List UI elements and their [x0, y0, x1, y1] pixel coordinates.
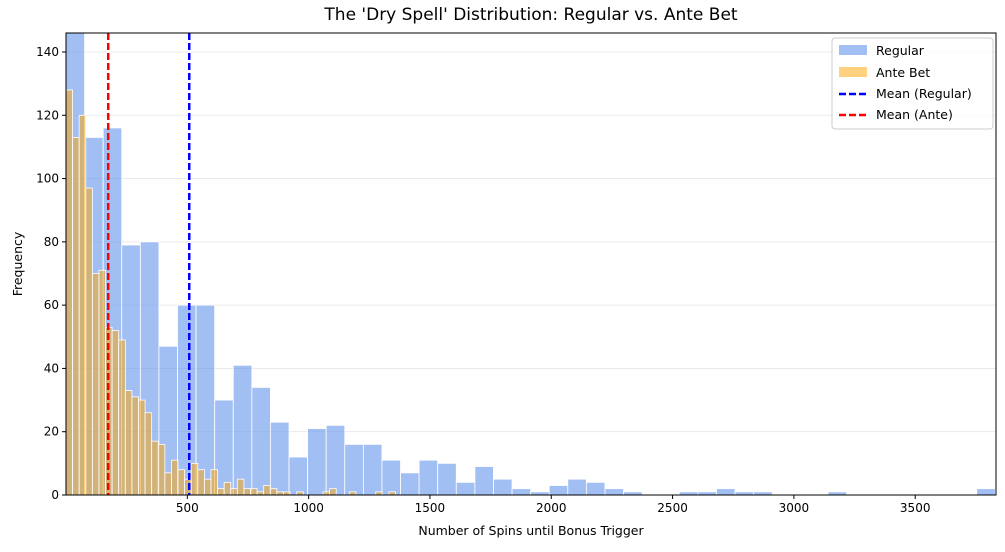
bar-regular	[437, 462, 457, 495]
bar-regular	[400, 472, 420, 495]
bar-ante	[164, 472, 172, 495]
bar-ante	[138, 399, 146, 495]
bar-ante	[236, 478, 245, 495]
legend-box	[831, 37, 994, 130]
bar-regular	[362, 443, 383, 495]
bar-regular	[325, 424, 346, 495]
bar-ante	[144, 412, 153, 495]
bar-ante	[85, 187, 93, 495]
bar-ante	[157, 443, 166, 495]
legend-swatch-regular	[839, 45, 867, 55]
bar-ante	[98, 269, 106, 495]
bar-ante	[230, 488, 238, 495]
bar-regular	[585, 481, 606, 495]
chart-title: The 'Dry Spell' Distribution: Regular vs…	[323, 5, 737, 25]
bar-ante	[72, 137, 80, 495]
x-tick-label: 3500	[900, 501, 931, 515]
bar-ante	[131, 396, 139, 495]
bar-regular	[381, 459, 401, 495]
x-tick-label: 1500	[415, 501, 446, 515]
bar-ante	[190, 462, 199, 495]
bar-regular	[270, 421, 290, 495]
y-axis-label: Frequency	[10, 231, 25, 296]
bar-ante	[111, 330, 120, 495]
bar-ante	[250, 488, 258, 495]
legend-label-mean-ante: Mean (Ante)	[876, 107, 953, 122]
bar-ante	[118, 339, 126, 495]
x-axis-label: Number of Spins until Bonus Trigger	[418, 523, 644, 538]
x-tick-label: 500	[176, 501, 199, 515]
x-tick-label: 2500	[657, 501, 688, 515]
y-tick-label: 0	[51, 488, 59, 502]
x-tick-label: 2000	[536, 501, 567, 515]
bar-regular	[418, 459, 439, 495]
bar-regular	[251, 387, 271, 495]
bar-regular	[493, 478, 513, 495]
bar-ante	[78, 114, 87, 495]
legend-label-regular: Regular	[876, 43, 925, 58]
legend-label-mean-regular: Mean (Regular)	[876, 86, 972, 101]
bar-ante	[223, 481, 232, 495]
bar-regular	[976, 488, 996, 495]
bar-regular	[195, 304, 216, 495]
bar-ante	[217, 488, 225, 495]
legend-swatch-ante	[839, 67, 867, 77]
bar-regular	[604, 488, 624, 495]
bar-regular	[288, 456, 309, 495]
y-tick-label: 60	[44, 298, 59, 312]
bar-regular	[511, 488, 532, 495]
y-tick-label: 140	[36, 45, 59, 59]
bar-ante	[171, 459, 179, 495]
bar-ante	[197, 469, 205, 495]
x-tick-label: 1000	[293, 501, 324, 515]
bar-ante	[269, 488, 278, 495]
y-tick-label: 120	[36, 108, 59, 122]
x-tick-label: 3000	[779, 501, 810, 515]
bar-regular	[567, 478, 587, 495]
y-tick-label: 80	[44, 235, 59, 249]
bar-regular	[716, 488, 736, 495]
bar-regular	[232, 364, 253, 495]
y-tick-label: 100	[36, 172, 59, 186]
bar-ante	[124, 390, 133, 495]
bar-ante	[66, 89, 73, 495]
legend: Regular Ante Bet Mean (Regular) Mean (An…	[831, 37, 994, 130]
bar-regular	[307, 428, 327, 495]
bar-regular	[455, 481, 476, 495]
bar-ante	[91, 273, 100, 495]
bar-ante	[243, 488, 251, 495]
bar-ante	[263, 485, 271, 495]
bar-regular	[474, 466, 494, 495]
y-tick-label: 40	[44, 361, 59, 375]
bar-ante	[203, 478, 212, 495]
bar-ante	[210, 469, 218, 495]
bar-ante	[151, 440, 159, 495]
legend-label-ante: Ante Bet	[876, 65, 930, 80]
bar-ante	[177, 469, 186, 495]
bar-regular	[344, 443, 364, 495]
plot-frame	[65, 32, 997, 496]
bar-regular	[548, 485, 569, 495]
y-tick-label: 20	[44, 425, 59, 439]
bar-ante	[329, 488, 337, 495]
